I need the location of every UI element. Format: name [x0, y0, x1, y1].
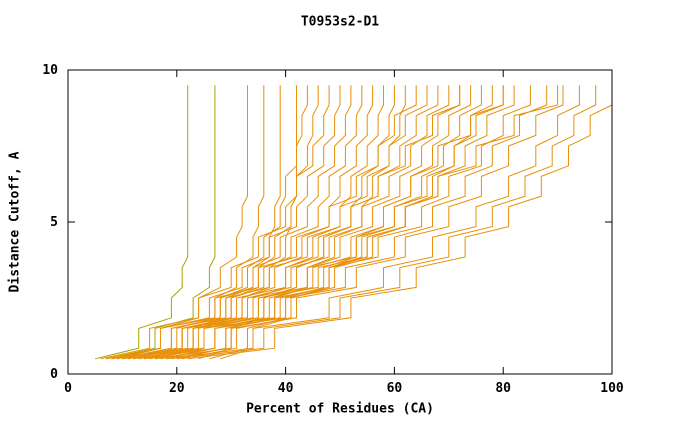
model-curve	[95, 85, 189, 360]
x-tick-label: 80	[495, 381, 511, 396]
model-curve	[149, 85, 461, 360]
model-curve	[127, 85, 265, 360]
model-curve	[106, 85, 417, 360]
model-curve	[111, 85, 504, 360]
x-tick-label: 20	[169, 381, 185, 396]
y-tick-label: 10	[42, 63, 58, 78]
model-curve	[198, 85, 461, 360]
model-curve	[105, 85, 216, 360]
model-curve	[176, 85, 597, 360]
model-curve	[133, 85, 363, 360]
model-curves	[95, 85, 613, 360]
model-curve	[133, 85, 531, 360]
chart-title: T0953s2-D1	[300, 14, 380, 30]
x-axis-ticks: 0 20 40 60 80 100	[64, 70, 624, 396]
model-curve	[154, 85, 564, 360]
x-tick-label: 0	[64, 381, 72, 396]
model-curve	[116, 85, 248, 360]
y-tick-label: 0	[50, 367, 58, 382]
x-tick-label: 40	[278, 381, 294, 396]
model-curve	[165, 85, 580, 360]
model-curve	[111, 85, 341, 360]
y-tick-label: 5	[50, 215, 58, 230]
y-axis-label: Distance Cutoff, A	[7, 151, 23, 293]
model-curve	[160, 85, 472, 360]
model-curve	[220, 85, 559, 360]
model-curve	[187, 85, 613, 360]
y-axis-ticks: 0 5 10	[42, 63, 612, 382]
model-curve	[116, 85, 428, 360]
x-tick-label: 100	[600, 381, 624, 396]
model-curve	[122, 85, 352, 360]
x-axis-label: Percent of Residues (CA)	[246, 401, 434, 417]
model-curve	[209, 85, 504, 360]
x-tick-label: 60	[387, 381, 403, 396]
model-curve	[100, 85, 330, 360]
